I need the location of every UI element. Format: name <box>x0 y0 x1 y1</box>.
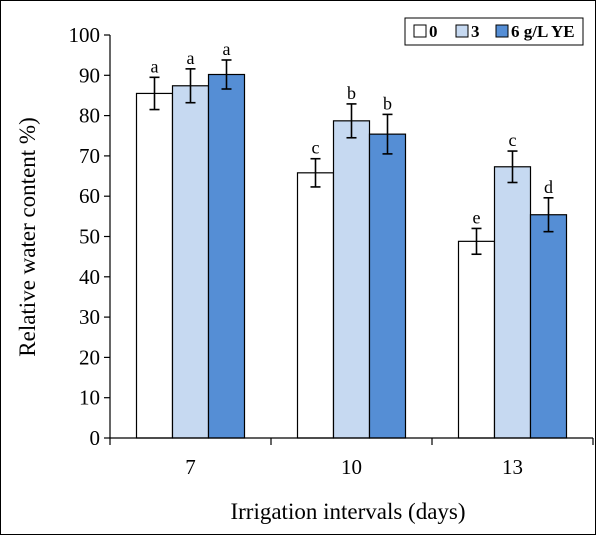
significance-letter: c <box>509 130 517 150</box>
legend-entry-label: 0 <box>429 22 438 41</box>
y-tick-label: 100 <box>69 23 101 47</box>
y-tick-label: 10 <box>79 386 100 410</box>
bar <box>332 120 371 439</box>
significance-letter: b <box>383 93 392 113</box>
significance-letter: a <box>223 39 231 59</box>
significance-letter: b <box>347 83 356 103</box>
legend-swatch <box>495 24 509 38</box>
bar <box>207 73 246 439</box>
x-tick-label: 13 <box>502 455 523 479</box>
y-tick-label: 0 <box>90 426 101 450</box>
legend-entry-label: 6 g/L YE <box>511 22 575 41</box>
significance-letter: c <box>312 138 320 158</box>
bars-group: a a a c b b e c d <box>135 39 568 439</box>
legend-swatch <box>413 24 427 38</box>
y-tick-label: 70 <box>79 144 100 168</box>
bar <box>493 166 532 439</box>
bar <box>529 214 568 439</box>
bar <box>135 92 174 439</box>
x-axis-title: Irrigation intervals (days) <box>230 499 465 524</box>
significance-letter: a <box>187 48 195 68</box>
legend-box <box>404 17 584 46</box>
y-tick-label: 20 <box>79 345 100 369</box>
significance-letter: e <box>473 207 481 227</box>
bar <box>457 240 496 439</box>
legend-entry-label: 3 <box>471 22 480 41</box>
legend: 0 3 6 g/L YE <box>404 17 584 46</box>
y-tick-label: 30 <box>79 305 100 329</box>
legend-swatch <box>455 24 469 38</box>
x-tick-label: 10 <box>341 455 362 479</box>
x-tick-label: 7 <box>185 455 196 479</box>
significance-letter: a <box>151 56 159 76</box>
bar <box>296 172 335 439</box>
y-tick-label: 90 <box>79 63 100 87</box>
significance-letter: d <box>544 177 553 197</box>
bar <box>171 85 210 439</box>
y-axis-title: Relative water content %) <box>15 117 40 356</box>
bar <box>368 133 407 439</box>
y-tick-label: 50 <box>79 225 100 249</box>
y-tick-label: 40 <box>79 265 100 289</box>
y-tick-label: 60 <box>79 184 100 208</box>
y-tick-label: 80 <box>79 104 100 128</box>
